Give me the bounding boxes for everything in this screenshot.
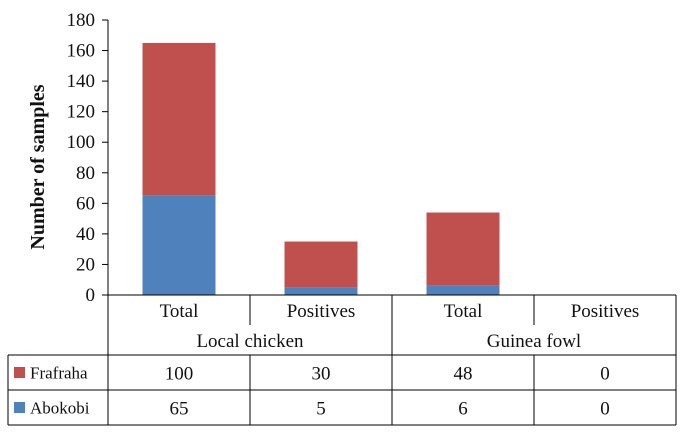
y-tick-label: 0 — [86, 285, 96, 306]
y-tick-label: 40 — [76, 224, 95, 245]
bar-frafraha-1 — [284, 241, 358, 288]
category-grid: Total Positives Total Positives Local chicke… — [107, 294, 677, 425]
category-label: Total — [444, 301, 483, 322]
y-tick-label: 160 — [67, 41, 96, 62]
table-cell: 5 — [316, 399, 326, 420]
legend-label: Abokobi — [30, 399, 90, 418]
y-tick-label: 180 — [67, 10, 96, 31]
table-cell: 30 — [312, 364, 331, 385]
bar-abokobi-0 — [142, 195, 216, 295]
legend-key-abokobi — [14, 402, 25, 413]
bar-frafraha-0 — [142, 42, 216, 196]
bars — [142, 42, 500, 295]
table-cell: 0 — [600, 399, 610, 420]
table-cell: 100 — [165, 364, 194, 385]
bar-frafraha-2 — [426, 212, 500, 286]
table-cell: 0 — [600, 364, 610, 385]
y-tick-label: 100 — [67, 132, 96, 153]
data-table: Frafraha 100 30 48 0 Abokobi 65 5 6 0 — [7, 354, 676, 426]
bar-abokobi-2 — [426, 285, 500, 295]
group-label: Guinea fowl — [487, 331, 581, 352]
category-label: Positives — [571, 301, 640, 322]
y-tick-label: 80 — [76, 163, 95, 184]
table-cell: 48 — [454, 364, 473, 385]
category-label: Total — [160, 301, 199, 322]
y-axis: 0 20 40 60 80 100 120 140 160 180 — [67, 10, 109, 306]
legend-label: Frafraha — [30, 364, 88, 383]
table-cell: 65 — [170, 399, 189, 420]
legend-key-frafraha — [14, 367, 25, 378]
group-label: Local chicken — [196, 331, 304, 352]
y-tick-label: 140 — [67, 71, 96, 92]
y-tick-label: 60 — [76, 193, 95, 214]
bar-abokobi-1 — [284, 287, 358, 295]
category-label: Positives — [287, 301, 356, 322]
y-tick-label: 120 — [67, 102, 96, 123]
y-tick-label: 20 — [76, 254, 95, 275]
y-axis-title: Number of samples — [27, 84, 49, 249]
table-cell: 6 — [458, 399, 468, 420]
